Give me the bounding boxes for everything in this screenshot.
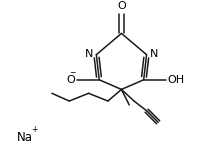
Text: OH: OH: [168, 75, 185, 85]
Text: N: N: [149, 49, 158, 59]
Text: +: +: [32, 125, 38, 134]
Text: Na: Na: [17, 131, 33, 144]
Text: N: N: [85, 49, 93, 59]
Text: O: O: [66, 75, 75, 85]
Text: O: O: [117, 1, 126, 11]
Text: −: −: [69, 68, 75, 77]
